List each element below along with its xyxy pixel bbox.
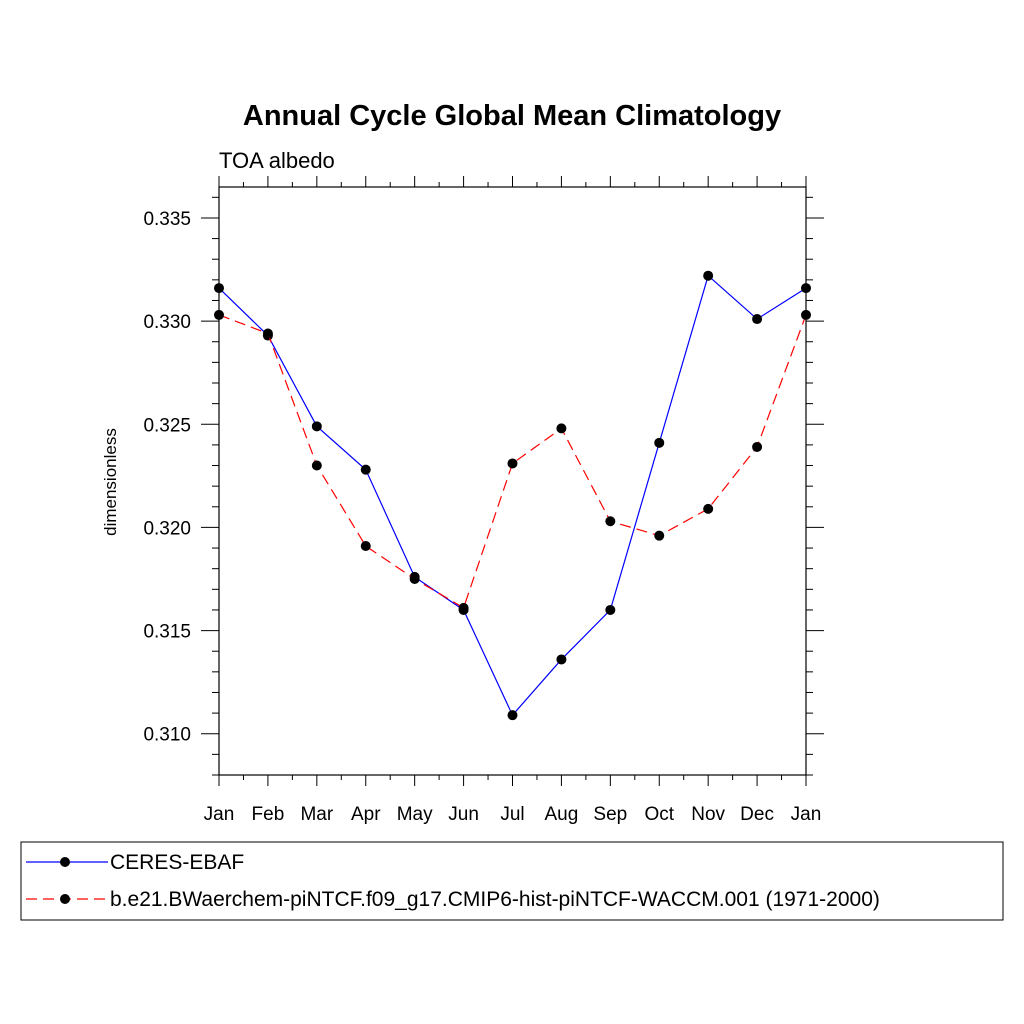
- axes: Jan Feb Mar Apr May Jun Jul Aug Sep Oct Nov Dec Jan 0…: [143, 176, 824, 825]
- x-tick-label: Oct: [644, 804, 674, 825]
- x-tick-label: Sep: [593, 804, 627, 825]
- data-point: [703, 270, 714, 281]
- data-point: [752, 314, 763, 325]
- y-tick-label: 0.310: [143, 725, 191, 746]
- data-point: [654, 437, 665, 448]
- y-tick-label: 0.335: [143, 209, 191, 230]
- x-tick-label: May: [397, 804, 433, 825]
- legend-marker-2: [60, 894, 70, 904]
- legend: CERES-EBAF b.e21.BWaerchem-piNTCF.f09_g17…: [20, 841, 1004, 921]
- legend-label-2: b.e21.BWaerchem-piNTCF.f09_g17.CMIP6-his…: [110, 888, 880, 911]
- chart-title: Annual Cycle Global Mean Climatology: [243, 100, 781, 132]
- y-tick-label: 0.320: [143, 518, 191, 539]
- data-point: [605, 604, 616, 615]
- data-point: [654, 530, 665, 541]
- x-tick-label: Jul: [500, 804, 524, 825]
- data-point: [703, 503, 714, 514]
- data-point: [752, 441, 763, 452]
- data-point: [801, 283, 811, 294]
- data-point: [214, 283, 224, 294]
- data-point: [801, 309, 811, 320]
- y-tick-label: 0.330: [143, 312, 191, 333]
- x-tick-label: Dec: [740, 804, 774, 825]
- data-point: [311, 460, 322, 471]
- data-point: [556, 423, 567, 434]
- data-point: [311, 421, 322, 432]
- series-1: [214, 270, 811, 721]
- data-point: [214, 309, 224, 320]
- x-tick-label: Mar: [300, 804, 333, 825]
- legend-label-1: CERES-EBAF: [110, 851, 244, 874]
- y-tick-label: 0.315: [143, 622, 191, 643]
- x-tick-label: Nov: [691, 804, 725, 825]
- x-tick-label: Jan: [791, 804, 822, 825]
- data-point: [262, 328, 273, 339]
- x-tick-label: Aug: [545, 804, 579, 825]
- legend-marker-1: [60, 857, 70, 867]
- legend-box: [20, 841, 1004, 921]
- data-point: [458, 602, 469, 613]
- plot-frame: [218, 186, 807, 776]
- data-point: [360, 464, 371, 475]
- series-line-1: [218, 274, 807, 717]
- data-point: [556, 654, 567, 665]
- data-point: [409, 574, 420, 584]
- x-tick-label: Jan: [204, 804, 235, 825]
- x-tick-label: Jun: [448, 804, 479, 825]
- series-group: [214, 270, 811, 721]
- series-2: [214, 309, 811, 613]
- data-point: [360, 540, 371, 551]
- y-axis-label: dimensionless: [101, 428, 120, 536]
- x-tick-label: Feb: [252, 804, 285, 825]
- x-tick-label: Apr: [351, 804, 381, 825]
- data-point: [605, 516, 616, 527]
- data-point: [507, 710, 518, 721]
- y-tick-label: 0.325: [143, 415, 191, 436]
- data-point: [507, 458, 518, 469]
- chart-subtitle: TOA albedo: [219, 148, 335, 173]
